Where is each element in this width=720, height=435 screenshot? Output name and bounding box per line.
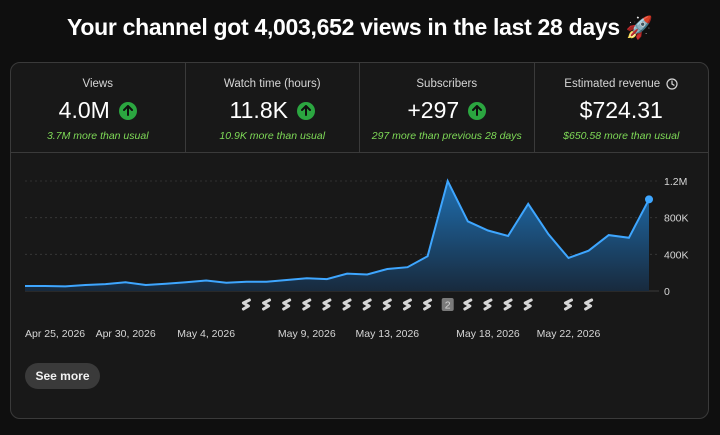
metric-tiles: Views 4.0M 3.7M more than usual Watch ti… [11, 63, 708, 153]
shorts-upload-icon[interactable] [402, 298, 412, 311]
shorts-upload-icon[interactable] [503, 298, 513, 311]
metric-value: 4.0M [58, 97, 110, 123]
metric-comparison: 297 more than previous 28 days [371, 130, 522, 142]
metric-value: +297 [407, 97, 460, 123]
see-more-button[interactable]: See more [25, 363, 100, 389]
x-tick-label: Apr 30, 2026 [96, 328, 156, 340]
shorts-upload-icon[interactable] [322, 298, 332, 311]
shorts-upload-icon[interactable] [362, 298, 372, 311]
metric-label: Subscribers [416, 78, 478, 90]
shorts-upload-icon[interactable] [584, 298, 594, 311]
upload-group-count: 2 [445, 300, 451, 312]
metric-comparison: 3.7M more than usual [46, 130, 149, 142]
metric-tile-watch-time[interactable]: Watch time (hours) 11.8K 10.9K more than… [185, 63, 360, 153]
metric-comparison: 10.9K more than usual [219, 130, 326, 142]
y-tick-label: 1.2M [664, 176, 687, 188]
x-tick-label: May 4, 2026 [177, 328, 235, 340]
y-tick-label: 0 [664, 286, 670, 298]
shorts-upload-icon[interactable] [342, 298, 352, 311]
upload-group-badge[interactable]: 2 [441, 298, 454, 312]
shorts-upload-icon[interactable] [563, 298, 573, 311]
analytics-card: Views 4.0M 3.7M more than usual Watch ti… [10, 62, 709, 419]
y-tick-label: 400K [664, 249, 689, 261]
x-tick-label: May 9, 2026 [278, 328, 336, 340]
metric-value: $724.31 [579, 97, 663, 123]
shorts-upload-icon[interactable] [483, 298, 493, 311]
y-tick-label: 800K [664, 213, 689, 225]
rocket-emoji: 🚀 [625, 15, 653, 40]
metric-tile-subscribers[interactable]: Subscribers +297 297 more than previous … [360, 63, 535, 153]
metric-comparison: $650.58 more than usual [563, 130, 680, 142]
shorts-upload-icon[interactable] [382, 298, 392, 311]
shorts-upload-icon[interactable] [241, 298, 251, 311]
views-line [25, 178, 650, 288]
arrow-up-icon [296, 101, 315, 120]
clock-icon [666, 78, 678, 90]
views-chart: 2 0 400K 800K 1.2M Apr 25, 2026 Apr 30, 2026 M… [25, 176, 689, 340]
shorts-upload-icon[interactable] [463, 298, 473, 311]
views-area [25, 181, 649, 291]
arrow-up-icon [118, 101, 137, 120]
headline-text: Your channel got 4,003,652 views in the … [67, 14, 620, 40]
x-tick-label: May 13, 2026 [356, 328, 420, 340]
metric-tile-views[interactable]: Views 4.0M 3.7M more than usual [11, 63, 186, 153]
metric-label: Estimated revenue [564, 78, 661, 90]
shorts-upload-icon[interactable] [282, 298, 292, 311]
headline: Your channel got 4,003,652 views in the … [0, 14, 720, 41]
shorts-upload-icon[interactable] [262, 298, 272, 311]
metric-label: Views [82, 78, 113, 90]
latest-point[interactable] [645, 195, 653, 204]
metric-label: Watch time (hours) [223, 78, 321, 90]
metric-tile-revenue[interactable]: Estimated revenue $724.31 $650.58 more t… [534, 63, 708, 153]
arrow-up-icon [468, 101, 487, 120]
shorts-upload-icon[interactable] [302, 298, 312, 311]
shorts-upload-icon[interactable] [423, 298, 433, 311]
x-tick-label: May 18, 2026 [456, 328, 520, 340]
metric-value: 11.8K [229, 97, 288, 123]
x-tick-label: May 22, 2026 [537, 328, 601, 340]
x-tick-label: Apr 25, 2026 [25, 328, 85, 340]
shorts-upload-icon[interactable] [523, 298, 533, 311]
